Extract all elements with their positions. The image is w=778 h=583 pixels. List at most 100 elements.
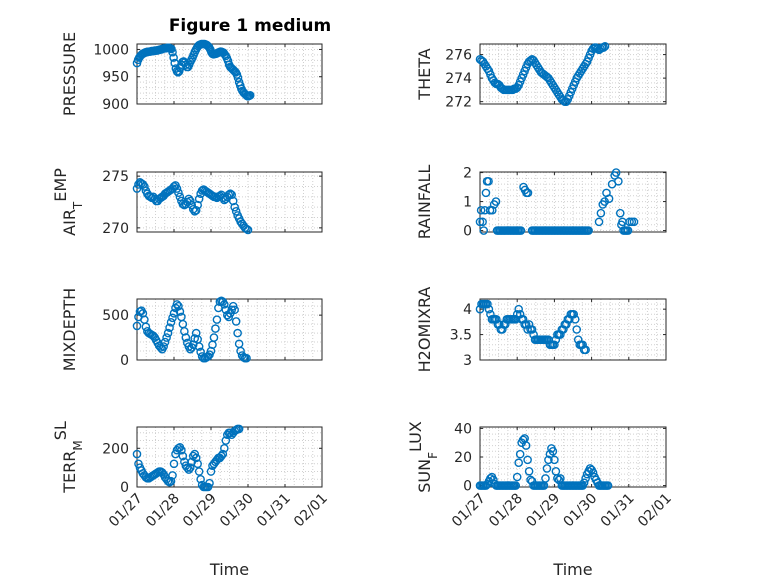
data-point <box>146 192 155 202</box>
y-tick-label: 500 <box>102 308 129 324</box>
data-point <box>168 47 177 57</box>
data-point <box>196 474 205 484</box>
y-tick-label: 40 <box>454 421 472 437</box>
y-tick-label: 0 <box>120 480 129 496</box>
data-point <box>231 207 241 216</box>
data-point <box>163 476 173 486</box>
x-axis-label: Time <box>209 560 249 579</box>
y-axis-label: MIXDEPTH <box>60 288 79 371</box>
data-point <box>224 190 234 200</box>
data-point <box>516 226 526 235</box>
y-axis-label: TERRMSL <box>51 421 86 494</box>
data-point <box>481 188 491 198</box>
x-tick-label: 01/30 <box>217 491 257 531</box>
subplot-mixdepth: 0 500 MIXDEPTH <box>60 288 323 371</box>
data-point <box>225 189 235 199</box>
data-point <box>205 478 214 488</box>
subplot-air-temp: 270 275 AIRTEMP <box>51 168 323 237</box>
y-axis-label: RAINFALL <box>415 165 434 240</box>
data-point <box>523 325 532 334</box>
x-tick-label: 01/30 <box>561 491 601 531</box>
data-point <box>190 449 200 459</box>
data-point <box>168 313 177 323</box>
y-tick-label: 0 <box>120 353 129 369</box>
data-point <box>203 482 213 492</box>
data-point <box>527 325 537 334</box>
data-point <box>169 459 179 469</box>
data-point <box>221 436 231 445</box>
data-point <box>193 200 202 210</box>
data-point <box>166 476 176 486</box>
data-point <box>191 453 201 463</box>
y-tick-label: 4 <box>463 302 472 318</box>
axes-border <box>479 298 667 361</box>
data-point <box>134 459 143 469</box>
data-point <box>234 424 244 434</box>
data-point <box>572 325 582 334</box>
data-point <box>185 463 195 472</box>
y-tick-label: 1000 <box>93 42 129 58</box>
y-axis-label: PRESSURE <box>60 32 79 116</box>
data-point <box>541 474 550 483</box>
x-tick-label: 01/31 <box>254 491 294 531</box>
data-point <box>581 474 590 483</box>
y-tick-label: 200 <box>102 441 129 457</box>
data-point <box>181 333 191 342</box>
x-tick-label: 02/01 <box>291 491 331 531</box>
data-point <box>526 56 535 65</box>
x-axis-label: Time <box>552 560 592 579</box>
y-tick-label: 272 <box>445 95 472 111</box>
data-point <box>206 467 216 476</box>
data-point <box>194 467 204 476</box>
data-point <box>476 205 486 215</box>
data-point <box>191 205 201 215</box>
x-tick-label: 01/28 <box>143 491 183 531</box>
y-axis-label: AIRTEMP <box>51 168 86 236</box>
data-point <box>194 342 204 351</box>
data-point <box>603 481 613 490</box>
data-point <box>194 194 204 204</box>
data-point <box>159 342 168 351</box>
data-point <box>491 197 501 206</box>
data-point <box>521 441 531 450</box>
data-point <box>584 226 593 235</box>
data-point <box>550 455 559 465</box>
y-axis-label: H2OMIXRA <box>415 287 434 373</box>
data-point <box>193 459 202 469</box>
data-point <box>233 328 242 338</box>
data-point <box>220 300 229 309</box>
data-point <box>570 315 580 324</box>
data-point <box>615 208 625 218</box>
y-tick-label: 20 <box>454 450 472 466</box>
data-point <box>231 317 241 326</box>
y-tick-label: 276 <box>445 48 472 64</box>
data-point <box>227 190 237 200</box>
data-point <box>168 471 177 480</box>
data-point <box>163 328 173 338</box>
y-tick-label: 1 <box>463 195 472 211</box>
x-tick-label: 01/28 <box>486 491 526 531</box>
data-point <box>173 68 183 77</box>
data-point <box>512 472 522 482</box>
data-point <box>629 217 639 227</box>
y-tick-label: 270 <box>102 221 129 237</box>
data-point <box>140 182 149 191</box>
data-point <box>511 481 521 490</box>
data-point <box>132 449 142 459</box>
y-tick-label: 2 <box>463 166 472 182</box>
figure-title: Figure 1 medium <box>169 16 331 36</box>
data-point <box>596 208 606 218</box>
data-point <box>487 205 497 215</box>
data-point <box>160 337 170 347</box>
y-axis-label: SUNFLUX <box>406 421 441 493</box>
data-point <box>523 455 532 465</box>
x-tick-label: 01/31 <box>598 491 638 531</box>
data-point <box>579 478 589 488</box>
data-point <box>185 196 195 206</box>
data-point <box>165 323 174 333</box>
data-point <box>604 194 614 203</box>
data-point <box>175 192 185 202</box>
data-point <box>178 199 188 209</box>
